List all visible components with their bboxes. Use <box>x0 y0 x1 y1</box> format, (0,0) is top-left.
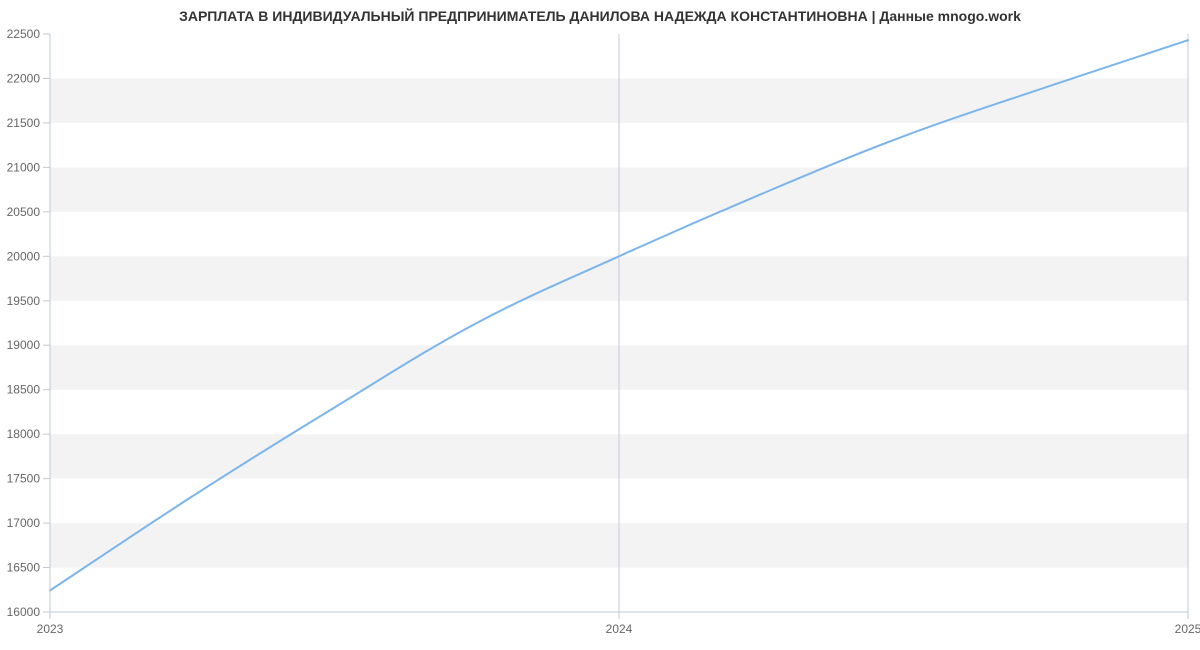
y-tick-label: 20000 <box>7 249 41 263</box>
y-tick-label: 22500 <box>7 27 41 41</box>
x-tick-label: 2024 <box>606 622 633 636</box>
chart-title: ЗАРПЛАТА В ИНДИВИДУАЛЬНЫЙ ПРЕДПРИНИМАТЕЛ… <box>0 8 1200 24</box>
y-tick-label: 18000 <box>7 427 41 441</box>
x-tick-label: 2023 <box>37 622 64 636</box>
y-tick-label: 22000 <box>7 71 41 85</box>
y-tick-label: 18500 <box>7 383 41 397</box>
x-tick-label: 2025 <box>1175 622 1200 636</box>
chart-svg: 16000 16500 17000 17500 18000 18500 19000 19500… <box>0 0 1200 650</box>
y-tick-label: 19500 <box>7 294 41 308</box>
y-tick-label: 16500 <box>7 561 41 575</box>
y-tick-label: 16000 <box>7 605 41 619</box>
y-tick-label: 17500 <box>7 472 41 486</box>
y-tick-label: 19000 <box>7 338 41 352</box>
y-tick-label: 17000 <box>7 516 41 530</box>
y-tick-label: 20500 <box>7 205 41 219</box>
y-tick-label: 21500 <box>7 116 41 130</box>
y-tick-label: 21000 <box>7 160 41 174</box>
chart-container: ЗАРПЛАТА В ИНДИВИДУАЛЬНЫЙ ПРЕДПРИНИМАТЕЛ… <box>0 0 1200 650</box>
